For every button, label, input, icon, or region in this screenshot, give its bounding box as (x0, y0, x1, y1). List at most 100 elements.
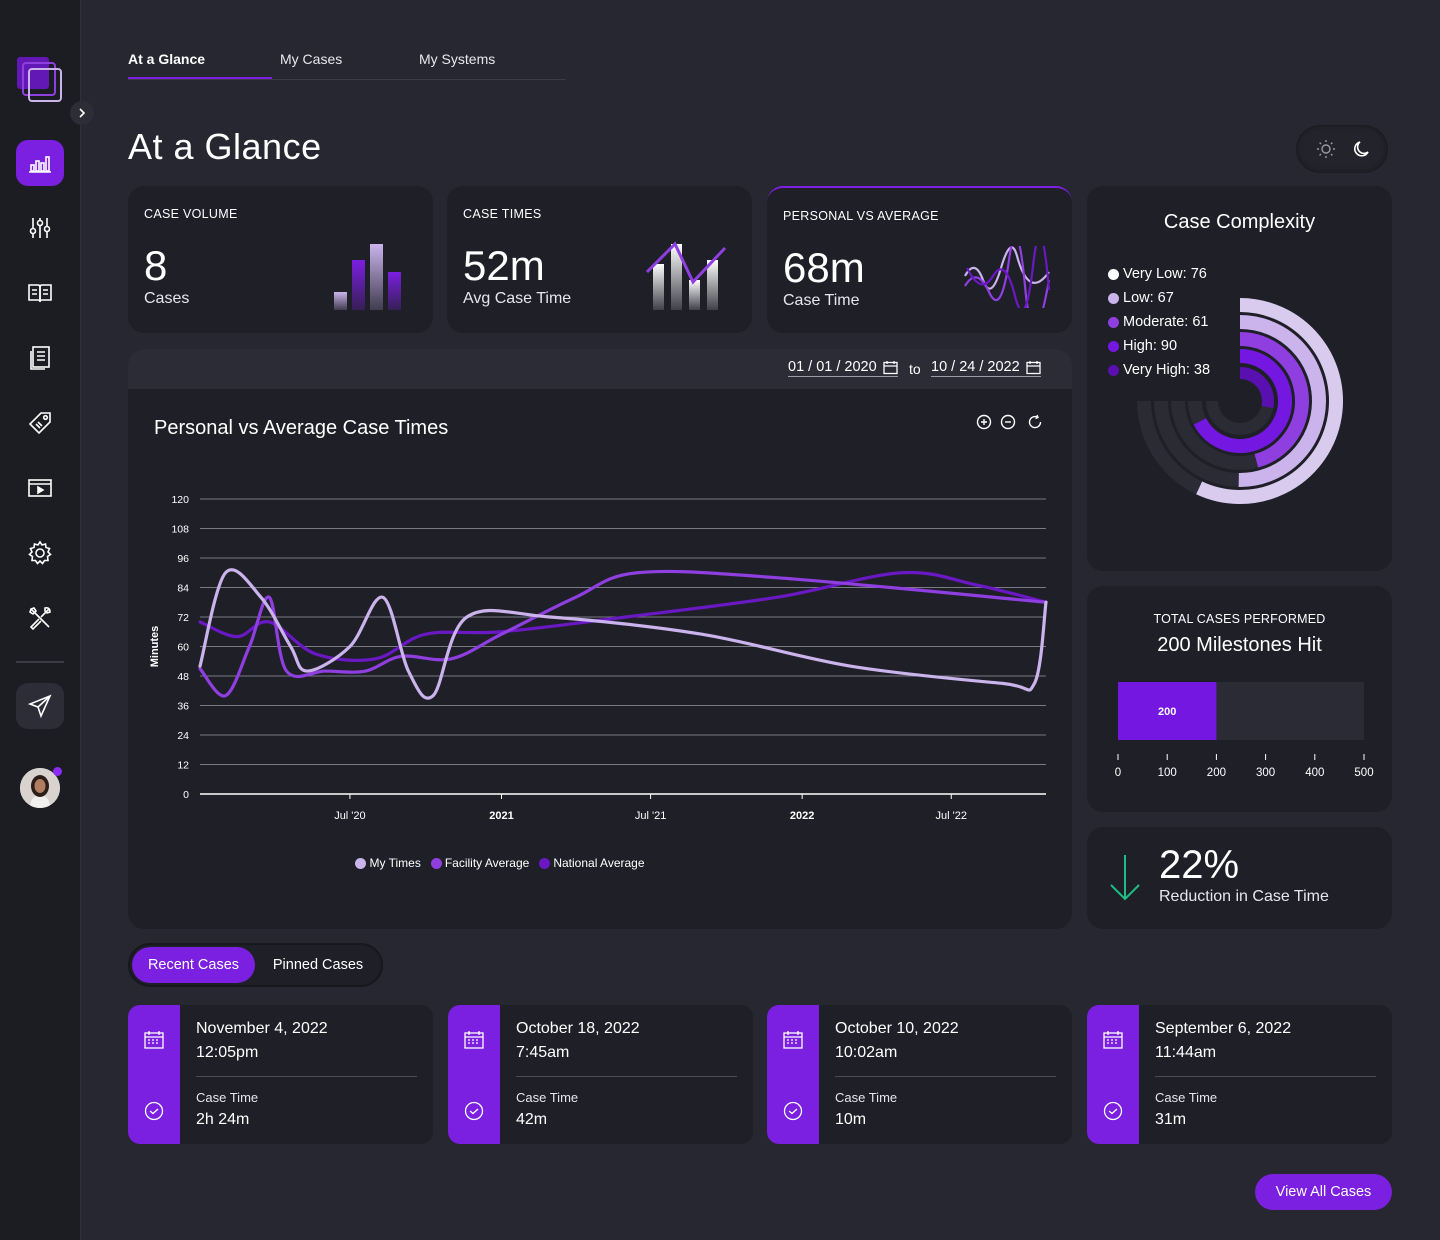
total-cases-card: TOTAL CASES PERFORMED 200 Milestones Hit… (1087, 586, 1392, 812)
complexity-legend: Very Low: 76 Low: 67 Moderate: 61 High: … (1108, 262, 1210, 382)
legend-item[interactable]: My Times (355, 856, 421, 870)
tools-icon (29, 607, 51, 631)
nav-media[interactable] (16, 465, 64, 511)
tab-at-a-glance[interactable]: At a Glance (128, 51, 206, 67)
nav-tags[interactable] (16, 400, 64, 446)
light-mode-button[interactable] (1310, 133, 1342, 165)
nav-dashboard[interactable] (16, 140, 64, 186)
times-sparkline (645, 241, 727, 310)
radial-arc-2[interactable] (1239, 332, 1309, 468)
reset-icon (1028, 414, 1042, 429)
milestones-bar[interactable] (1118, 682, 1217, 740)
y-tick-label: 12 (177, 760, 189, 772)
nav-documents[interactable] (16, 335, 64, 381)
x-tick-label: 300 (1256, 767, 1275, 779)
case-complexity-card: Case Complexity Very Low: 76 Low: 67 Mod… (1087, 186, 1392, 571)
radial-arc-0[interactable] (1196, 298, 1343, 504)
media-icon (28, 479, 52, 497)
chevron-right-icon (79, 108, 86, 118)
case-card-strip (1087, 1005, 1139, 1144)
legend-low: Low: 67 (1108, 286, 1210, 310)
x-tick-label: Jul '22 (936, 810, 967, 822)
radial-arc-3[interactable] (1193, 349, 1292, 453)
case-card[interactable]: October 10, 2022 10:02am Case Time 10m (767, 1005, 1072, 1144)
stat-label: PERSONAL VS AVERAGE (783, 209, 939, 223)
case-divider (196, 1076, 417, 1077)
x-tick-label: 0 (1115, 767, 1121, 779)
view-all-cases-button[interactable]: View All Cases (1255, 1174, 1392, 1210)
stat-label: CASE VOLUME (144, 207, 238, 221)
legend-high: High: 90 (1108, 334, 1210, 358)
legend-very-high: Very High: 38 (1108, 358, 1210, 382)
y-tick-label: 84 (177, 583, 189, 595)
tab-my-systems[interactable]: My Systems (419, 51, 496, 67)
end-date-value: 10 / 24 / 2022 (931, 359, 1020, 375)
stat-value: 52m (463, 242, 545, 289)
case-divider (516, 1076, 737, 1077)
moon-icon (1354, 141, 1369, 157)
series-line-facility-average[interactable] (198, 569, 1048, 698)
dark-mode-button[interactable] (1346, 133, 1378, 165)
series-line-my-times[interactable] (198, 568, 1048, 700)
nav-tools[interactable] (16, 595, 64, 641)
nav-library[interactable] (16, 270, 64, 316)
case-date: November 4, 2022 (196, 1020, 328, 1037)
stat-value: 8 (144, 242, 168, 289)
case-start-time: 12:05pm (196, 1044, 259, 1061)
case-date: September 6, 2022 (1155, 1020, 1292, 1037)
book-icon (28, 284, 52, 303)
personal-vs-average-card[interactable]: PERSONAL VS AVERAGE 68m Case Time (767, 186, 1072, 333)
legend-item[interactable]: National Average (539, 856, 645, 870)
document-icon (30, 346, 50, 370)
tab-my-cases[interactable]: My Cases (280, 51, 343, 67)
legend-item[interactable]: Facility Average (430, 856, 529, 870)
zoom-out-button[interactable] (999, 413, 1017, 431)
case-card[interactable]: November 4, 2022 12:05pm Case Time 2h 24… (128, 1005, 433, 1144)
case-start-time: 7:45am (516, 1044, 570, 1061)
send-icon (28, 694, 52, 718)
x-tick-label: 2021 (489, 810, 513, 822)
sidebar-expand-button[interactable] (70, 101, 94, 125)
legend-label: National Average (553, 856, 645, 870)
legend-label: My Times (369, 856, 421, 870)
case-duration: 31m (1155, 1111, 1187, 1128)
x-tick-label: 200 (1207, 767, 1226, 779)
case-time-label: Case Time (835, 1090, 898, 1105)
radial-arc-4[interactable] (1239, 367, 1274, 409)
legend-label: Very Low: 76 (1123, 266, 1207, 282)
line-chart: 0 12 24 36 48 60 72 84 96 108 120 Jul '20 2021 Jul '2… (149, 494, 1048, 822)
nav-settings-sliders[interactable] (16, 205, 64, 251)
x-tick-label: Jul '20 (334, 810, 365, 822)
total-value: 200 Milestones Hit (1157, 634, 1322, 656)
x-tick-label: Jul '21 (635, 810, 666, 822)
pinned-cases-tab[interactable]: Pinned Cases (272, 957, 364, 973)
app-logo[interactable] (16, 56, 62, 102)
reduction-subtitle: Reduction in Case Time (1159, 888, 1329, 905)
start-date-input[interactable]: 01 / 01 / 2020 (788, 359, 898, 377)
stat-value: 68m (783, 244, 865, 291)
radial-arc-1[interactable] (1238, 315, 1327, 487)
stat-subtitle: Avg Case Time (463, 290, 572, 307)
chart-legend: My Times Facility Average National Average (128, 856, 872, 870)
date-range-separator: to (909, 361, 921, 377)
legend-label: High: 90 (1123, 338, 1178, 354)
reset-zoom-button[interactable] (1026, 413, 1044, 431)
recent-cases-tab[interactable]: Recent Cases (132, 947, 255, 983)
case-volume-card[interactable]: CASE VOLUME 8 Cases (128, 186, 433, 333)
x-tick-label: 400 (1305, 767, 1324, 779)
case-times-card[interactable]: CASE TIMES 52m Avg Case Time (447, 186, 752, 333)
stat-subtitle: Cases (144, 290, 190, 307)
calendar-icon (883, 360, 898, 374)
case-card[interactable]: September 6, 2022 11:44am Case Time 31m (1087, 1005, 1392, 1144)
theme-toggle (1296, 125, 1388, 173)
case-date: October 18, 2022 (516, 1020, 640, 1037)
sidebar-divider (16, 661, 64, 663)
case-card[interactable]: October 18, 2022 7:45am Case Time 42m (448, 1005, 753, 1144)
end-date-input[interactable]: 10 / 24 / 2022 (931, 359, 1041, 377)
zoom-in-button[interactable] (975, 413, 993, 431)
nav-settings[interactable] (16, 530, 64, 576)
nav-send[interactable] (16, 683, 64, 729)
clock-icon (1103, 1101, 1123, 1121)
milestones-bar-chart: 200 0 100 200 300 400 500 (1115, 682, 1374, 779)
series-line-national-average[interactable] (198, 570, 1048, 662)
